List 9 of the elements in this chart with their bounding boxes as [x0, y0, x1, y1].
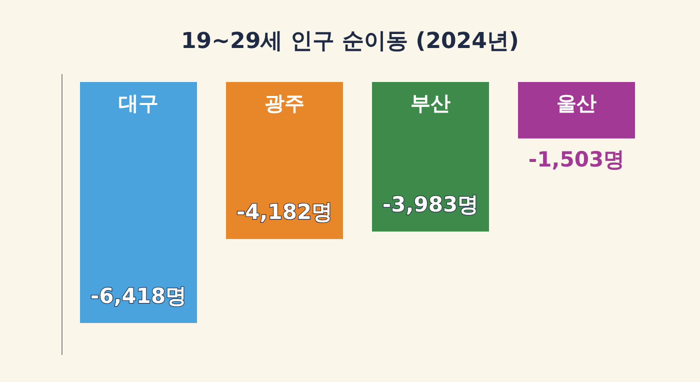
- x-tick-label: 광주: [264, 91, 304, 115]
- x-tick-label: 부산: [410, 91, 450, 115]
- x-tick-label: 울산: [556, 91, 596, 115]
- data-label: -4,182명: [236, 200, 333, 224]
- data-label: -6,418명: [90, 284, 187, 308]
- x-tick-label: 대구: [118, 91, 158, 115]
- data-label: -1,503명: [528, 147, 625, 172]
- data-label: -3,983명: [382, 192, 479, 217]
- chart-title: 19~29세 인구 순이동 (2024년): [181, 29, 519, 54]
